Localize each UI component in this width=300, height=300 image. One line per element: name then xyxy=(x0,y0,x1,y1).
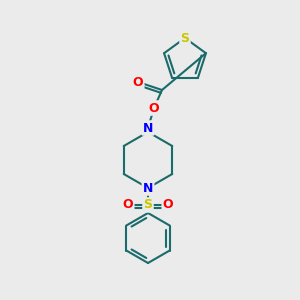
Text: O: O xyxy=(163,199,173,212)
Text: O: O xyxy=(149,101,159,115)
Text: S: S xyxy=(181,32,190,44)
Text: N: N xyxy=(143,122,153,134)
Text: O: O xyxy=(123,199,133,212)
Text: O: O xyxy=(133,76,143,88)
Text: N: N xyxy=(143,182,153,194)
Text: S: S xyxy=(143,199,152,212)
